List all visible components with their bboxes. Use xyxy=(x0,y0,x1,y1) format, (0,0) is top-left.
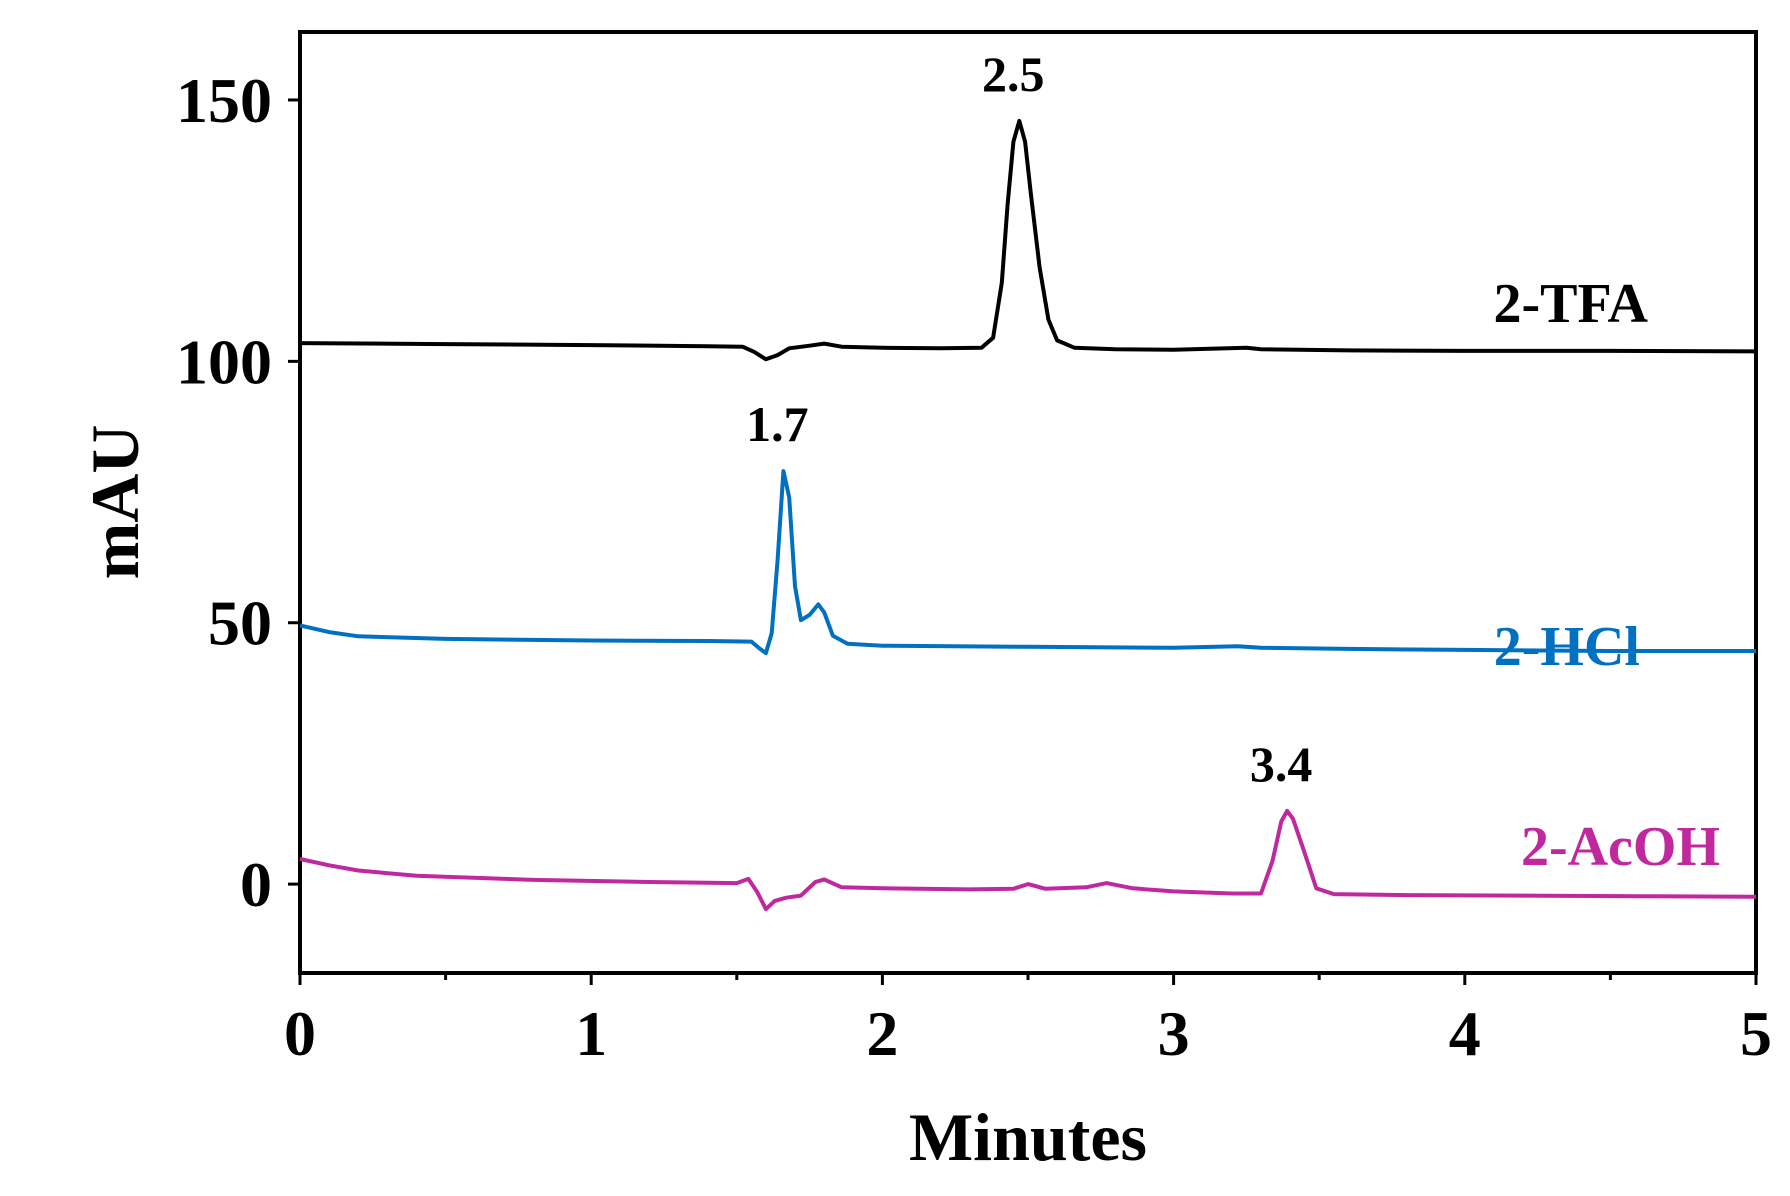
x-tick-label: 4 xyxy=(1449,998,1481,1069)
x-tick-label: 3 xyxy=(1158,998,1190,1069)
x-tick-label: 2 xyxy=(866,998,898,1069)
labels-layer: 2-TFA 2.5 2-HCl 1.7 2-AcOH 3.4 xyxy=(746,46,1720,878)
y-tick-label: 150 xyxy=(176,65,272,136)
y-tick-label: 100 xyxy=(176,326,272,397)
y-tick-label: 50 xyxy=(208,588,272,659)
series-layer xyxy=(299,118,1757,912)
y-axis-title: mAU xyxy=(77,425,153,580)
series-label-2-acoh: 2-AcOH xyxy=(1521,816,1720,878)
peak-label: 2.5 xyxy=(982,46,1045,102)
series-line-2-tfa xyxy=(299,118,1757,362)
y-tick-label: 0 xyxy=(240,849,272,920)
x-axis-title: Minutes xyxy=(909,1099,1147,1175)
peak-label: 3.4 xyxy=(1250,736,1313,792)
x-tick-label: 5 xyxy=(1740,998,1772,1069)
x-tick-label: 0 xyxy=(284,998,316,1069)
series-line-2-hcl xyxy=(299,469,1756,656)
x-tick-label: 1 xyxy=(575,998,607,1069)
series-label-2-hcl: 2-HCl xyxy=(1494,616,1640,678)
series-line-2-acoh xyxy=(299,808,1757,912)
peak-label: 1.7 xyxy=(746,396,809,452)
series-label-2-tfa: 2-TFA xyxy=(1494,273,1649,335)
